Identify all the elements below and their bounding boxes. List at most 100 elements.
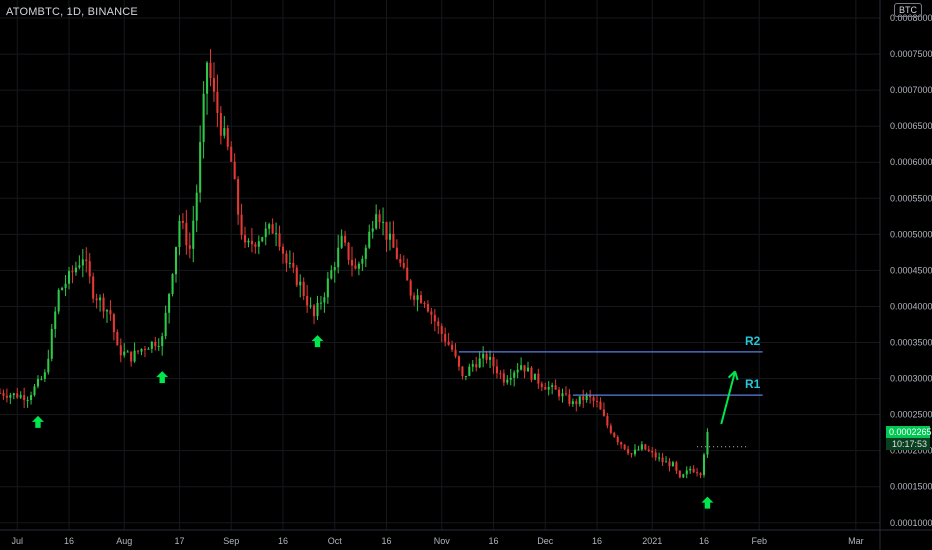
candle-body xyxy=(264,228,267,238)
time-tick-label: Aug xyxy=(116,536,132,546)
candle-body xyxy=(105,310,109,312)
candle-body xyxy=(630,453,633,455)
candle-body xyxy=(385,221,388,240)
candle-body xyxy=(102,297,105,312)
candle-body xyxy=(464,375,467,377)
candle-body xyxy=(668,461,671,467)
candle-body xyxy=(599,401,602,410)
candle-body xyxy=(233,161,236,180)
candle-body xyxy=(551,385,554,387)
candle-body xyxy=(5,395,8,398)
price-tick-label: 0.0002500 xyxy=(890,410,932,420)
time-tick-label: 16 xyxy=(64,536,74,546)
candle-body xyxy=(319,302,322,304)
price-tick-label: 0.0007500 xyxy=(890,49,932,59)
candle-body xyxy=(243,235,247,243)
candle-body xyxy=(306,295,309,306)
time-tick-label: 2021 xyxy=(642,536,662,546)
candle-body xyxy=(337,247,340,268)
time-tick-label: 16 xyxy=(278,536,288,546)
candle-body xyxy=(627,449,630,454)
candle-body xyxy=(313,305,316,317)
price-tick-label: 0.0008000 xyxy=(890,13,932,23)
candle-body xyxy=(81,259,84,266)
candle-body xyxy=(192,220,195,249)
candle-body xyxy=(112,314,115,333)
candle-body xyxy=(2,393,5,396)
candle-body xyxy=(261,237,264,242)
candle-body xyxy=(130,351,133,362)
candle-body xyxy=(665,461,668,463)
candle-body xyxy=(371,228,374,232)
candle-body xyxy=(257,241,260,247)
candle-body xyxy=(413,295,416,300)
candle-body xyxy=(489,356,492,360)
symbol-title[interactable]: ATOMBTC, 1D, BINANCE xyxy=(6,6,138,18)
candle-body xyxy=(64,283,67,288)
candle-body xyxy=(357,263,360,269)
candle-body xyxy=(402,263,405,268)
candle-body xyxy=(230,146,233,162)
price-tick-label: 0.0006500 xyxy=(890,121,932,131)
candle-body xyxy=(509,377,512,380)
candle-body xyxy=(19,395,22,398)
candle-body xyxy=(426,303,429,312)
candle-body xyxy=(520,365,523,370)
candle-body xyxy=(502,373,505,383)
candle-body xyxy=(406,267,409,281)
time-axis[interactable]: Jul 16 Aug 17 Sep 16 Oct 16 Nov 16 Dec 16 2021 16 Feb M… xyxy=(0,529,932,546)
candle-body xyxy=(50,328,53,359)
time-tick-label: Mar xyxy=(848,536,864,546)
candle-body xyxy=(326,278,329,298)
candle-body xyxy=(212,78,215,92)
up-arrow-icon xyxy=(311,335,324,348)
candle-body xyxy=(281,246,285,254)
candle-body xyxy=(640,444,643,450)
candle-body xyxy=(47,358,50,373)
candle-body xyxy=(485,353,488,360)
candle-body xyxy=(444,333,447,342)
candle-body xyxy=(178,220,181,248)
candle-body xyxy=(240,214,243,236)
candle-body xyxy=(547,386,550,390)
candle-body xyxy=(323,297,326,303)
candle-body xyxy=(95,298,98,301)
candle-body xyxy=(468,366,471,376)
candle-body xyxy=(219,112,222,136)
candle-body xyxy=(26,399,29,401)
trend-arrow-icon xyxy=(720,371,737,425)
time-tick-label: Dec xyxy=(537,536,554,546)
candle-body xyxy=(140,348,143,352)
candle-body xyxy=(78,265,81,268)
candle-body xyxy=(288,262,291,264)
candle-body xyxy=(16,393,19,398)
time-tick-label: 16 xyxy=(382,536,392,546)
candle-body xyxy=(706,431,709,455)
candle-body xyxy=(126,351,129,353)
price-axis[interactable]: 0.0001000 0.0001500 0.0002000 0.0002500 0.00… xyxy=(879,0,932,550)
candle-body xyxy=(568,394,571,404)
candle-body xyxy=(344,235,347,243)
currency-badge[interactable]: BTC xyxy=(894,3,922,17)
candle-body xyxy=(471,364,474,367)
candle-body xyxy=(582,396,585,401)
candle-body xyxy=(237,179,240,215)
candle-body xyxy=(609,425,612,433)
candle-body xyxy=(92,276,95,299)
candle-body xyxy=(644,444,647,450)
candle-body xyxy=(554,385,557,390)
time-tick-label: Oct xyxy=(328,536,343,546)
candle-body xyxy=(368,231,371,248)
up-arrow-icon xyxy=(701,496,714,509)
candle-body xyxy=(119,345,122,356)
candle-body xyxy=(250,240,253,245)
candle-body xyxy=(696,472,699,474)
candle-body xyxy=(506,379,509,383)
candle-body xyxy=(392,233,395,248)
candle-body xyxy=(43,372,46,379)
candle-body xyxy=(299,281,302,286)
candle-body xyxy=(347,242,350,260)
candle-body xyxy=(561,393,564,397)
candle-body xyxy=(623,444,626,450)
